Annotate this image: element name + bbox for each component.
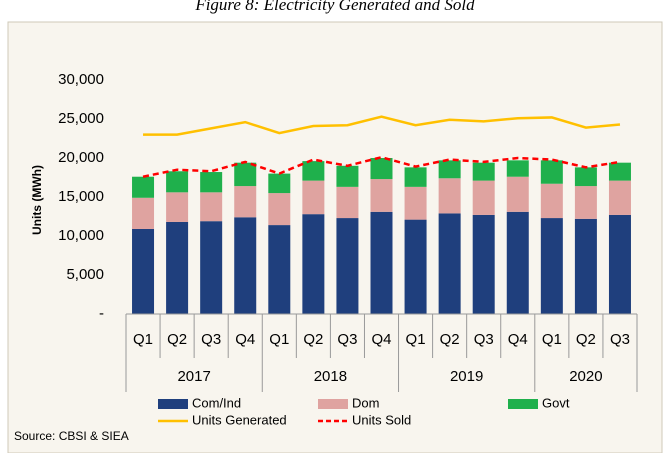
bar [132,197,155,229]
bar [472,162,495,181]
y-tick-label: 20,000 [58,149,104,166]
x-tick-label: Q3 [201,331,221,348]
y-tick-label: 15,000 [58,188,104,205]
bar [132,228,155,314]
bar [574,218,597,314]
bar [472,214,495,314]
bar [438,178,461,214]
group-label: 2017 [177,368,210,385]
x-tick-label: Q1 [133,331,153,348]
bar [574,186,597,219]
bar [166,192,189,222]
legend-swatch [158,399,188,409]
bar [540,183,563,219]
x-tick-label: Q4 [235,331,255,348]
y-tick-label: 10,000 [58,227,104,244]
legend-label: Com/Ind [192,395,241,410]
y-tick-label: 5,000 [66,266,104,283]
bar [336,186,359,219]
x-tick-label: Q4 [508,331,528,348]
legend-label: Dom [352,395,379,410]
bar [234,186,257,218]
x-tick-label: Q1 [269,331,289,348]
bar [200,172,223,193]
bar [268,173,291,194]
bar [574,167,597,187]
bar [302,214,325,314]
x-tick-label: Q2 [167,331,187,348]
bar [540,218,563,314]
bar [608,180,631,215]
chart-title: Figure 8: Electricity Generated and Sold [194,0,475,14]
x-tick-label: Q2 [440,331,460,348]
group-label: 2019 [450,368,483,385]
bar [336,165,359,187]
bar [234,162,257,187]
bar [608,214,631,314]
legend-label: Units Generated [192,412,287,427]
x-tick-label: Q1 [406,331,426,348]
bar [234,217,257,314]
x-tick-label: Q4 [371,331,391,348]
y-tick-label: 25,000 [58,110,104,127]
group-label: 2018 [314,368,347,385]
legend-swatch [318,399,348,409]
bar [200,221,223,314]
bar [166,171,189,193]
bar [370,211,393,314]
bar [506,176,529,212]
y-tick-label: 30,000 [58,71,104,88]
bar [506,160,529,177]
bar [166,221,189,314]
x-tick-label: Q2 [576,331,596,348]
bar [404,219,427,314]
bar [404,167,427,187]
bar [370,179,393,212]
group-label: 2020 [569,368,602,385]
bar [336,218,359,314]
chart-background [7,21,663,453]
bar [472,180,495,215]
bar [200,192,223,222]
y-tick-label: - [99,305,104,322]
bar [540,160,563,184]
bar [608,162,631,181]
x-tick-label: Q1 [542,331,562,348]
x-tick-label: Q2 [303,331,323,348]
bar [438,160,461,179]
bar [302,161,325,181]
source: Source: CBSI & SIEA [14,429,129,443]
legend-label: Govt [542,395,570,410]
line-series [143,115,621,136]
bar [268,225,291,314]
x-tick-label: Q3 [474,331,494,348]
bar [370,158,393,180]
bar [404,186,427,220]
bar [268,193,291,226]
legend-swatch [508,399,538,409]
line-series [142,155,621,178]
x-tick-label: Q3 [337,331,357,348]
bar [506,211,529,314]
bar [438,213,461,314]
x-tick-label: Q3 [610,331,630,348]
legend-label: Units Sold [352,412,411,427]
y-axis-label: Units (MWh) [30,165,44,235]
bar [132,176,155,198]
bar [302,180,325,215]
